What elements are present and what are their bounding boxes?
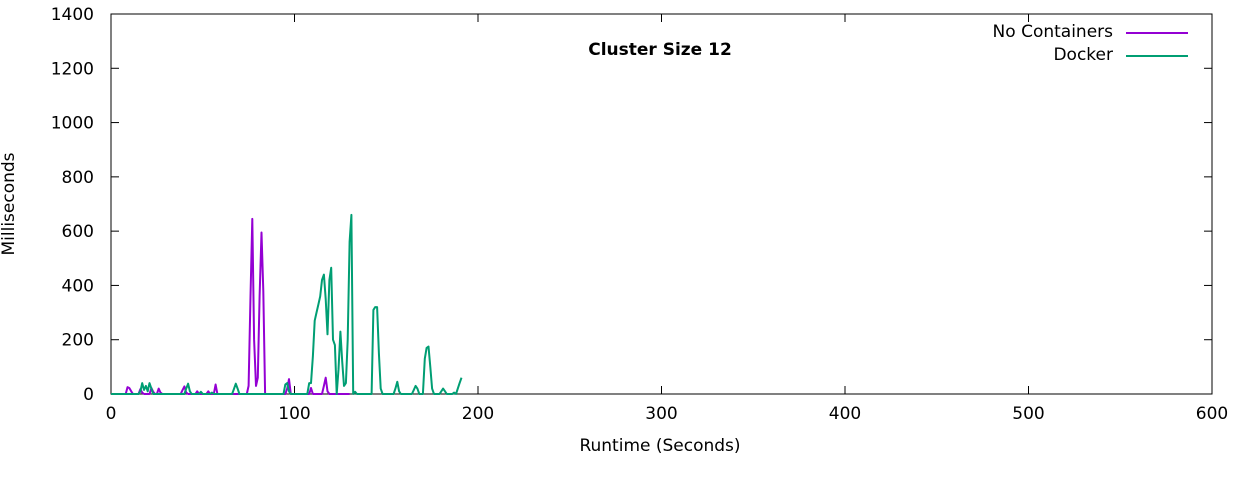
y-tick-label: 600 xyxy=(62,222,94,242)
legend-entry-docker: Docker xyxy=(1053,45,1113,65)
x-tick-label: 600 xyxy=(1196,404,1228,424)
y-tick-label: 400 xyxy=(62,276,94,296)
x-axis-label: Runtime (Seconds) xyxy=(579,436,740,456)
y-axis-label: Milliseconds xyxy=(0,152,19,255)
x-tick-label: 200 xyxy=(462,404,494,424)
x-tick-label: 300 xyxy=(645,404,677,424)
series-group xyxy=(111,213,463,395)
x-tick-label: 500 xyxy=(1012,404,1044,424)
legend: No Containers Docker xyxy=(993,22,1188,65)
x-tick-label: 100 xyxy=(278,404,310,424)
y-tick-label: 1000 xyxy=(51,114,94,134)
y-tick-label: 1200 xyxy=(51,59,94,79)
y-tick-label: 1400 xyxy=(51,5,94,25)
plot-frame xyxy=(110,13,1213,395)
x-tick-label: 0 xyxy=(106,404,117,424)
axis-ticks: 0 100 200 300 400 500 600 0 200 400 600 800 1000 1200… xyxy=(51,5,1228,424)
series-line-no-containers xyxy=(111,217,350,395)
y-tick-label: 800 xyxy=(62,168,94,188)
series-line-docker xyxy=(111,213,463,395)
legend-entry-no-containers: No Containers xyxy=(993,22,1114,42)
y-tick-label: 0 xyxy=(83,385,94,405)
y-tick-label: 200 xyxy=(62,331,94,351)
x-tick-label: 400 xyxy=(829,404,861,424)
chart-title: Cluster Size 12 xyxy=(588,40,732,60)
